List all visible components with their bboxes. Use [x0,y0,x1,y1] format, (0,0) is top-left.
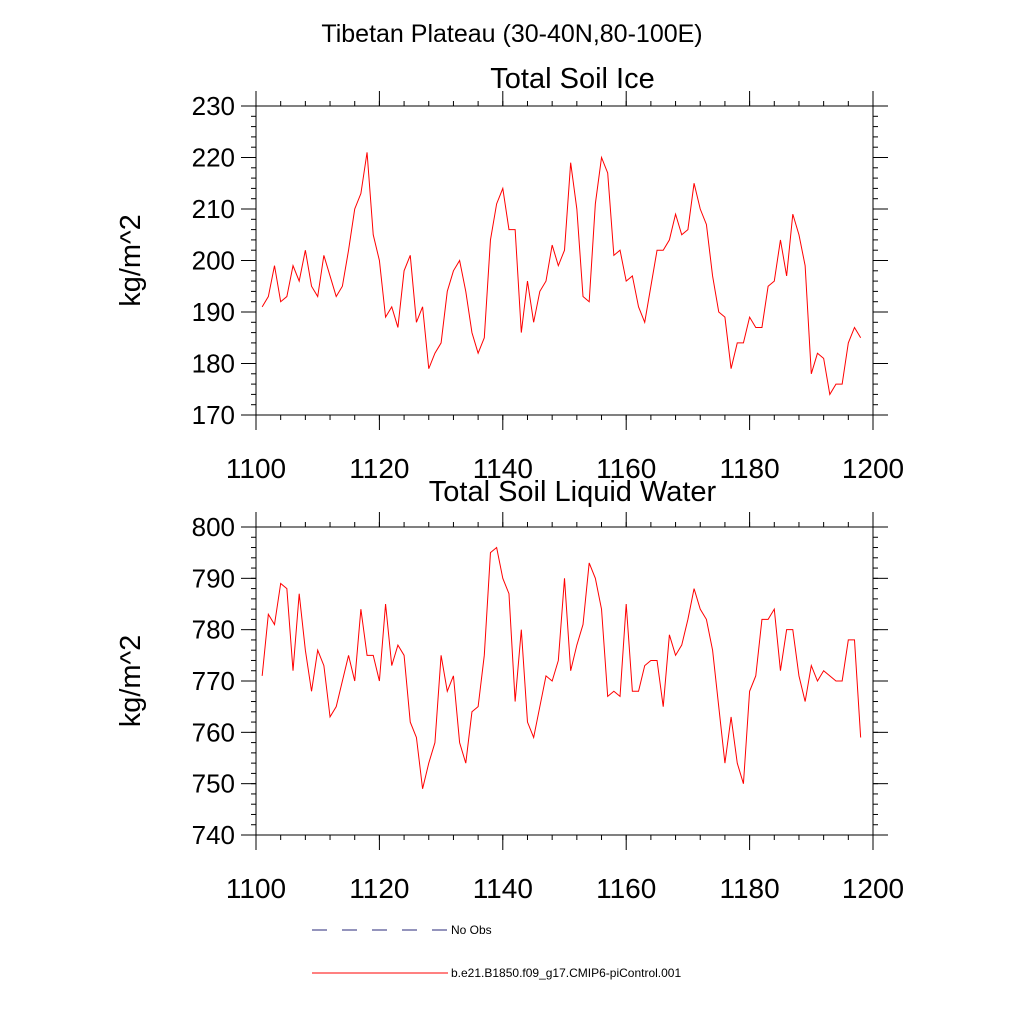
x-tick-label: 1120 [349,453,409,484]
chart-title: Total Soil Liquid Water [429,476,717,508]
x-tick-label: 1100 [226,453,286,484]
y-tick-label: 180 [192,349,235,379]
x-tick-label: 1140 [473,873,533,904]
x-tick-label: 1180 [719,453,779,484]
y-tick-label: 740 [192,820,235,850]
x-tick-label: 1160 [596,873,656,904]
x-tick-label: 1100 [226,873,286,904]
plot-frame [255,526,874,836]
y-tick-label: 770 [192,666,235,696]
x-tick-label: 1120 [349,873,409,904]
plot-frame [255,105,874,416]
y-tick-label: 760 [192,717,235,747]
x-tick-label: 1140 [473,453,533,484]
chart-panels: Total Soil Ice kg/m^2 170 180 190 200 210 220 23… [115,63,904,904]
y-tick-label: 210 [192,194,235,224]
series-line-1 [261,152,862,396]
y-tick-label: 190 [192,297,235,327]
x-tick-label: 1200 [842,873,904,904]
y-tick-label: 230 [192,91,235,121]
y-axis-label: kg/m^2 [115,214,147,307]
legend-item-1: No Obs [312,923,492,937]
legend: No Obs b.e21.B1850.f09_g17.CMIP6-piContro… [312,923,681,980]
y-tick-label: 200 [192,246,235,276]
figure-suptitle: Tibetan Plateau (30-40N,80-100E) [321,20,702,48]
legend-label: b.e21.B1850.f09_g17.CMIP6-piControl.001 [451,966,681,980]
x-tick-label: 1160 [596,453,656,484]
y-tick-label: 220 [192,143,235,173]
y-tick-label: 800 [192,512,235,542]
chart-panel-1: Total Soil Ice kg/m^2 170 180 190 200 210 220 23… [115,63,904,484]
legend-label: No Obs [451,923,492,937]
y-tick-label: 790 [192,563,235,593]
legend-item-2: b.e21.B1850.f09_g17.CMIP6-piControl.001 [312,966,681,980]
series-line-1 [261,546,862,789]
y-axis-label: kg/m^2 [115,635,147,728]
y-tick-label: 780 [192,615,235,645]
y-tick-label: 170 [192,400,235,430]
chart-panel-2: Total Soil Liquid Water kg/m^2 740 750 760 77… [115,476,904,904]
y-tick-label: 750 [192,769,235,799]
x-tick-label: 1180 [719,873,779,904]
x-tick-label: 1200 [842,453,904,484]
chart-title: Total Soil Ice [490,63,654,95]
